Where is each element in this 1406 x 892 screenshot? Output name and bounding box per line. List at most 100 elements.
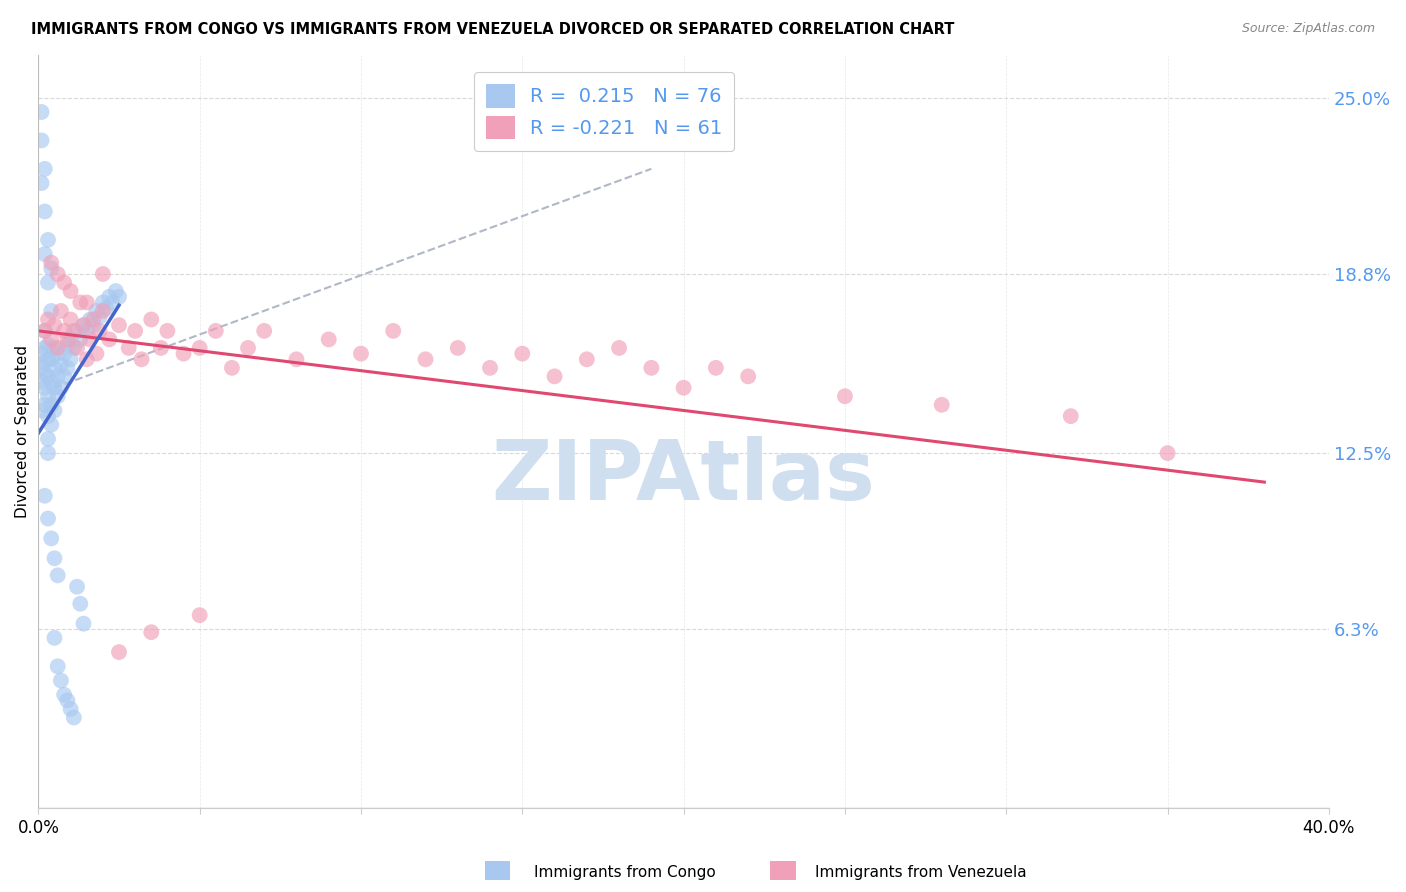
Point (188, 608, 211, 623)
Point (34, 381, 56, 395)
Point (34, 341, 56, 355)
Point (37, 233, 59, 247)
Point (49, 304, 72, 318)
Point (56, 360, 79, 375)
Point (79, 332, 101, 346)
Point (89, 310, 111, 324)
Point (53, 688, 76, 702)
Point (34, 489, 56, 503)
Point (44, 381, 66, 395)
Point (94, 301, 117, 315)
Point (49, 673, 72, 688)
Point (350, 346, 373, 360)
Point (34, 367, 56, 381)
Point (31, 375, 53, 389)
Point (37, 409, 59, 424)
Text: Immigrants from Venezuela: Immigrants from Venezuela (815, 865, 1028, 880)
Point (37, 511, 59, 525)
Point (575, 352, 598, 367)
Point (1060, 409, 1083, 424)
Point (63, 324, 86, 338)
Point (447, 341, 470, 355)
Text: Immigrants from Congo: Immigrants from Congo (534, 865, 716, 880)
Point (59, 284, 82, 298)
Point (39, 255, 62, 269)
Point (91, 267, 114, 281)
Point (108, 290, 131, 304)
Point (72, 318, 94, 333)
Point (39, 304, 62, 318)
Point (737, 369, 759, 384)
Point (34, 355, 56, 369)
Point (53, 369, 76, 384)
Point (39, 261, 62, 276)
Point (59, 702, 82, 716)
Point (479, 360, 502, 375)
Point (69, 597, 91, 611)
Point (39, 398, 62, 412)
Point (141, 312, 163, 326)
Point (53, 324, 76, 338)
Y-axis label: Divorced or Separated: Divorced or Separated (15, 345, 30, 518)
Point (37, 446, 59, 460)
Point (39, 375, 62, 389)
Text: ZIPAtlas: ZIPAtlas (492, 436, 876, 517)
Point (37, 389, 59, 403)
Point (34, 247, 56, 261)
Point (543, 369, 565, 384)
Point (63, 341, 86, 355)
Point (44, 403, 66, 417)
Point (39, 332, 62, 346)
Point (86, 304, 108, 318)
Point (204, 324, 226, 338)
Point (44, 360, 66, 375)
Point (236, 341, 259, 355)
Point (39, 352, 62, 367)
Point (672, 381, 695, 395)
Point (156, 324, 179, 338)
Point (931, 398, 953, 412)
Point (31, 403, 53, 417)
Point (104, 284, 127, 298)
Point (31, 346, 53, 360)
Point (56, 338, 79, 352)
Point (640, 360, 662, 375)
Point (76, 352, 98, 367)
Point (131, 352, 153, 367)
Point (118, 341, 141, 355)
Point (89, 324, 111, 338)
Point (37, 369, 59, 384)
Point (415, 352, 437, 367)
Point (188, 341, 211, 355)
Point (607, 341, 630, 355)
Point (101, 295, 124, 310)
Point (63, 710, 86, 724)
Point (79, 312, 101, 326)
Point (72, 616, 94, 631)
Point (66, 580, 89, 594)
Point (44, 631, 66, 645)
Point (76, 295, 98, 310)
Point (34, 324, 56, 338)
Point (510, 346, 533, 360)
Point (221, 360, 243, 375)
Point (44, 551, 66, 566)
Point (46, 267, 69, 281)
Point (108, 318, 131, 333)
Point (39, 532, 62, 546)
Point (46, 659, 69, 673)
Point (834, 389, 856, 403)
Point (69, 332, 91, 346)
Point (44, 341, 66, 355)
Point (98, 332, 121, 346)
Point (46, 369, 69, 384)
Point (37, 352, 59, 367)
Point (253, 324, 276, 338)
Point (91, 304, 114, 318)
Point (91, 295, 114, 310)
Point (46, 389, 69, 403)
Point (49, 358, 72, 372)
Point (53, 276, 76, 290)
Point (59, 352, 82, 367)
Point (141, 625, 163, 640)
